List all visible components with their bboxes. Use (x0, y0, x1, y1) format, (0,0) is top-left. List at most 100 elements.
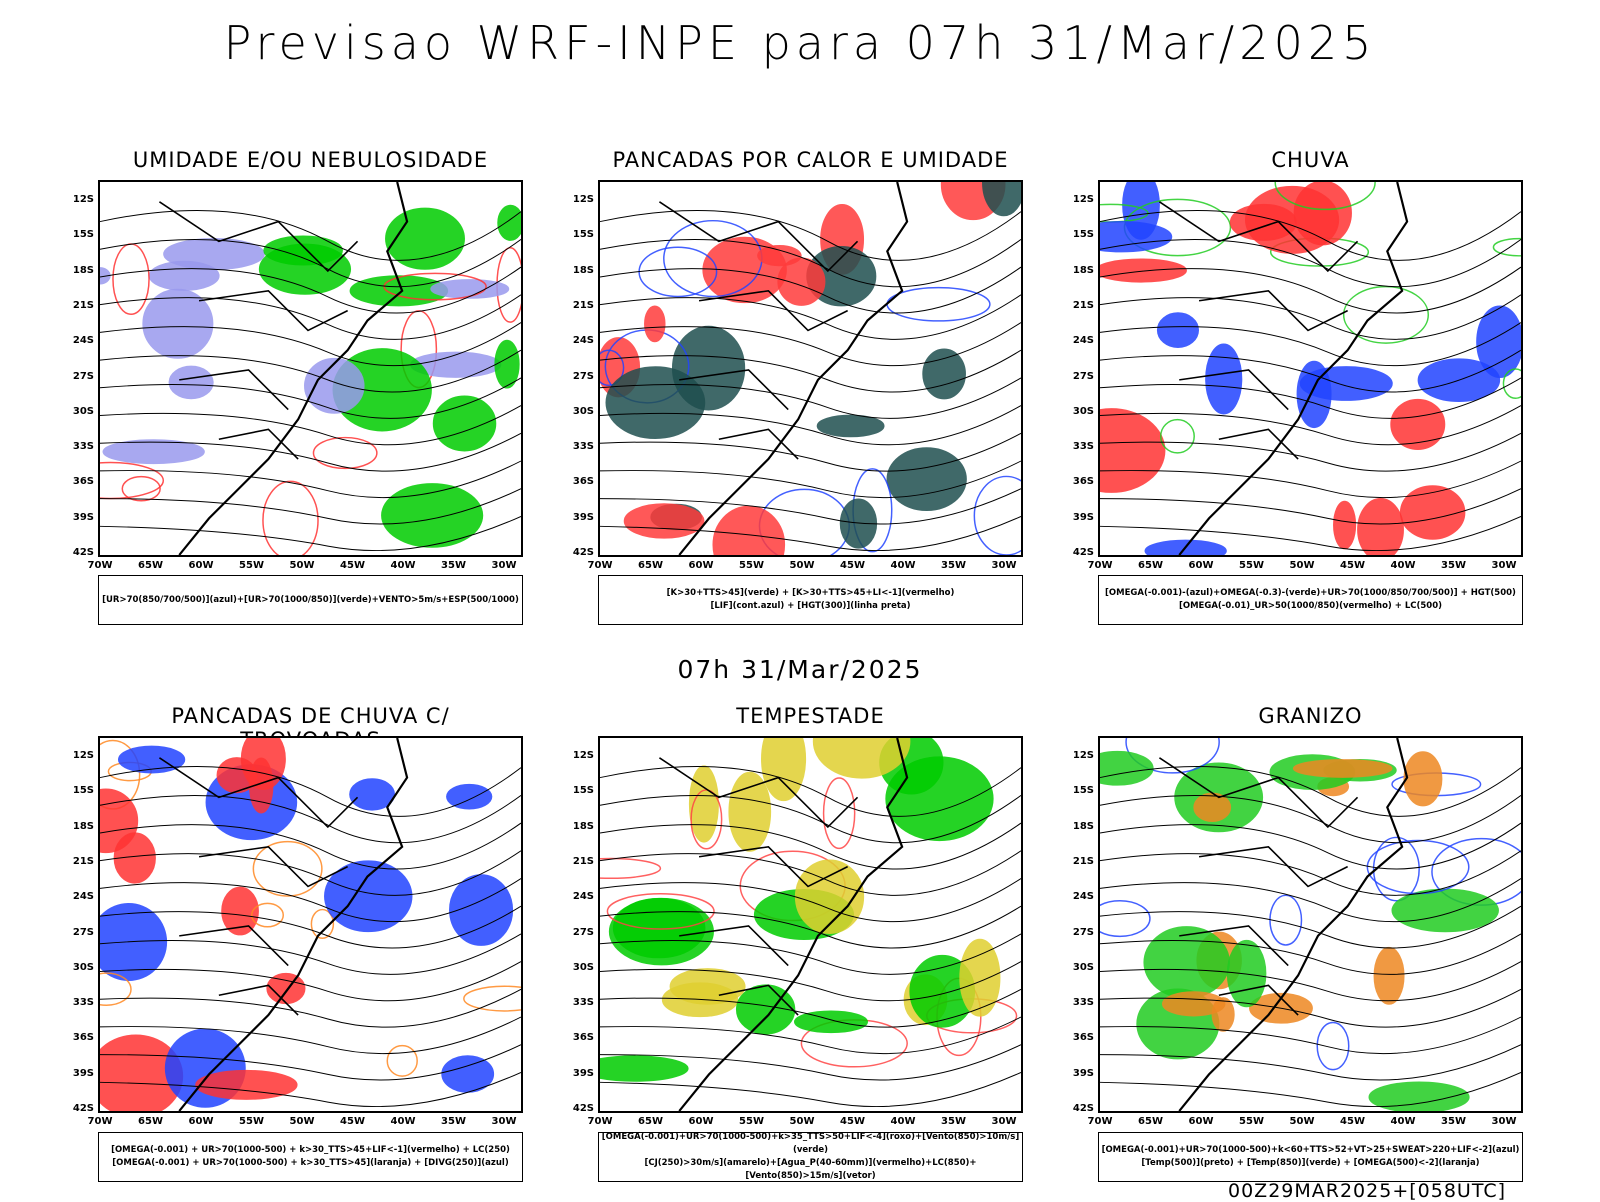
field-area (982, 182, 1021, 217)
latitude-label: 39S (72, 511, 94, 523)
longitude-label: 55W (1239, 560, 1264, 571)
contour-line (600, 1071, 1021, 1108)
field-area (349, 778, 396, 811)
legend-text: [OMEGA(-0.001)+UR>70(1000-500)+k>35_TTS>… (601, 1132, 1020, 1155)
latitude-label: 42S (1072, 1103, 1094, 1114)
field-area (1193, 792, 1232, 823)
latitude-label: 39S (572, 511, 594, 523)
contour-line (100, 988, 521, 1028)
longitude-label: 60W (1188, 560, 1214, 571)
field-area (463, 985, 521, 1012)
latitude-label: 42S (72, 547, 94, 558)
field-area (1125, 738, 1220, 774)
field-area (1143, 926, 1230, 999)
field-area (1226, 939, 1267, 1008)
longitude-label: 70W (87, 560, 113, 571)
longitude-label: 30W (991, 560, 1017, 571)
latitude-label: 15S (1072, 785, 1094, 797)
field-area (251, 902, 285, 928)
longitude-label: 35W (941, 560, 966, 571)
legend-box: [UR>70(850/700/500)](azul)+[UR>70(1000/8… (98, 575, 523, 625)
field-area (221, 886, 259, 936)
panel-title: UMIDADE E/OU NEBULOSIDADE (132, 148, 489, 172)
longitude-label: 35W (441, 1116, 466, 1127)
contour-line (100, 905, 521, 949)
latitude-label: 18S (1072, 264, 1094, 276)
contour-line (600, 794, 1021, 844)
field-area (1292, 759, 1393, 778)
longitude-label: 55W (739, 1116, 764, 1127)
field-area (1368, 1081, 1470, 1111)
map-area (1098, 180, 1523, 557)
longitude-label: 50W (789, 560, 815, 571)
latitude-label: 18S (72, 264, 94, 276)
contour-line (600, 460, 1021, 499)
contour-line (600, 377, 1021, 419)
legend-box: [OMEGA(-0.001)+UR>70(1000-500)+k<60+TTS>… (1098, 1132, 1523, 1182)
state-borders (1158, 757, 1359, 1016)
legend-text: [OMEGA(-0.01)_UR>50(1000/850)(vermelho) … (1178, 601, 1443, 611)
contour-line (1100, 1071, 1521, 1108)
longitude-label: 50W (289, 1116, 315, 1127)
map-area (598, 736, 1023, 1113)
longitude-label: 45W (340, 1116, 365, 1127)
latitude-label: 30S (1072, 405, 1094, 417)
contour-line (600, 209, 1021, 261)
field-area (1100, 750, 1154, 786)
contour-line (600, 933, 1021, 975)
panel-title: GRANIZO (1258, 704, 1363, 728)
contour-line (100, 377, 521, 419)
field-area (1399, 485, 1466, 540)
latitude-label: 39S (1072, 1067, 1094, 1079)
longitude-label: 40W (1390, 1116, 1416, 1127)
latitude-label: 12S (572, 750, 594, 761)
contour-line (100, 432, 521, 472)
latitude-label: 33S (572, 997, 594, 1009)
legend-text: [Temp(500)](preto) + [Temp(850)](verde) … (1141, 1158, 1480, 1168)
legend-text: [OMEGA(-0.001) + UR>70(1000-500) + k>30_… (112, 1158, 509, 1168)
longitude-label: 40W (390, 1116, 416, 1127)
contour-line (100, 822, 521, 870)
latitude-label: 18S (1072, 820, 1094, 832)
contour-line (600, 961, 1021, 1002)
contour-line (100, 933, 521, 975)
latitude-label: 15S (72, 785, 94, 797)
longitude-label: 50W (289, 560, 315, 571)
weather-map (100, 738, 521, 1111)
field-area (644, 305, 666, 343)
legend-box: [K>30+TTS>45](verde) + [K>30+TTS>45+LI<-… (598, 575, 1023, 625)
coastline (178, 738, 409, 1111)
contour-line (600, 349, 1021, 393)
longitude-label: 55W (739, 560, 764, 571)
state-borders (658, 201, 859, 460)
contour-line (1100, 905, 1521, 949)
longitude-label: 65W (638, 1116, 663, 1127)
contour-line (1100, 322, 1521, 367)
field-area (1390, 398, 1446, 450)
field-area (669, 968, 746, 1005)
legend-box: [OMEGA(-0.001) + UR>70(1000-500) + k>30_… (98, 1132, 523, 1182)
latitude-label: 15S (572, 229, 594, 241)
latitude-label: 33S (72, 441, 94, 453)
latitude-label: 15S (1072, 229, 1094, 241)
panel-title: TEMPESTADE (736, 704, 885, 728)
longitude-label: 70W (1087, 560, 1113, 571)
field-area (252, 840, 323, 897)
contour-line (100, 488, 521, 525)
longitude-label: 45W (840, 560, 865, 571)
longitude-label: 30W (1491, 1116, 1517, 1127)
latitude-label: 12S (72, 194, 94, 205)
latitude-label: 24S (72, 335, 94, 347)
state-borders (158, 757, 359, 1016)
longitude-label: 70W (587, 1116, 613, 1127)
contour-line (600, 266, 1021, 314)
legend-box: [OMEGA(-0.001)+UR>70(1000-500)+k>35_TTS>… (598, 1132, 1023, 1182)
latitude-label: 27S (1072, 926, 1094, 938)
latitude-label: 12S (72, 750, 94, 761)
field-area (446, 783, 493, 810)
contour-line (1100, 515, 1521, 552)
field-area (381, 483, 484, 548)
contour-line (1100, 1044, 1521, 1081)
field-area (600, 1055, 689, 1082)
field-area (822, 777, 856, 850)
